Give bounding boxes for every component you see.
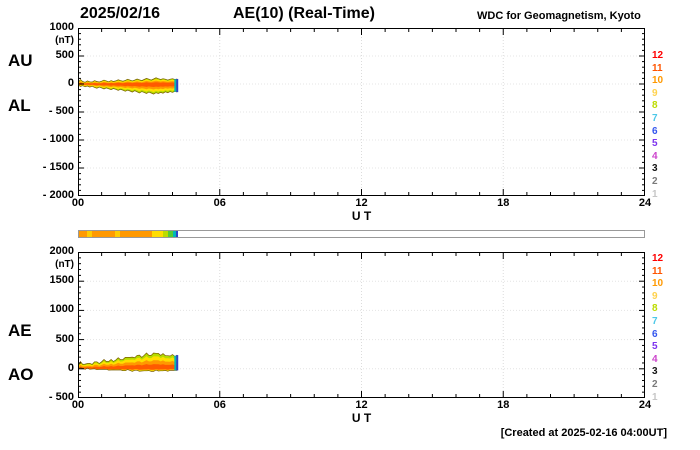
station-bar-segment [87,231,92,237]
station-bar-segment [151,231,163,237]
data-source: WDC for Geomagnetism, Kyoto [477,10,641,22]
station-bar-segment [120,231,152,237]
x-tick-label: 18 [497,197,510,209]
legend-station-count: 5 [652,341,658,353]
legend-station-count: 10 [652,278,664,290]
ae-label: AE [8,321,32,340]
au-al-chart [78,28,645,196]
legend-station-count: 7 [652,113,658,124]
ao-label: AO [8,365,34,384]
y-tick-label: - 500 [48,105,74,117]
y-tick-label: 500 [55,332,74,345]
legend-station-count: 12 [652,50,664,61]
legend-station-count: 11 [652,62,663,74]
legend-station-count: 5 [652,138,658,150]
y-axis-unit: (nT) [55,259,74,270]
legend-station-count: 9 [652,87,658,99]
y-tick-label: - 1000 [42,133,74,145]
legend-station-count: 1 [652,188,658,200]
created-timestamp: [Created at 2025-02-16 04:00UT] [500,427,667,439]
au-label: AU [8,51,33,70]
x-axis-title: U T [351,411,372,425]
x-tick-label: 12 [355,399,368,411]
x-axis-title: U T [351,209,372,223]
legend-station-count: 10 [652,75,664,87]
legend-station-count: 12 [652,253,664,264]
y-tick-label: 1000 [49,21,74,33]
legend-station-count: 6 [652,125,658,137]
al-label: AL [8,96,31,115]
legend-station-count: 3 [652,163,658,175]
y-tick-label: 1500 [49,274,74,287]
legend-station-count: 6 [652,328,658,340]
station-bar-segment [168,231,174,237]
station-bar-segment [91,231,116,237]
station-availability-bar [78,230,645,238]
station-bar-segment [79,231,88,237]
x-tick-label: 24 [638,197,652,209]
y-tick-label: - 2000 [42,189,74,201]
ae-ao-chart [78,252,645,398]
station-bar-segment [162,231,169,237]
legend-station-count: 2 [652,176,658,187]
x-tick-label: 24 [638,399,652,411]
station-bar-segment [175,231,179,237]
legend-station-count: 1 [652,391,658,403]
y-tick-label: - 500 [48,391,74,403]
legend-station-count: 8 [652,100,658,112]
x-tick-label: 12 [355,197,368,209]
y-tick-label: - 1500 [42,161,74,173]
legend-station-count: 3 [652,366,658,378]
plot-date: 2025/02/16 [80,5,161,22]
legend-station-count: 7 [652,316,658,327]
legend-station-count: 9 [652,290,658,302]
legend-station-count: 8 [652,303,658,315]
y-tick-label: 0 [67,77,74,89]
y-tick-label: 1000 [49,303,74,316]
legend-station-count: 11 [652,265,663,277]
legend-station-count: 4 [652,150,658,162]
y-tick-label: 500 [55,49,74,61]
x-tick-label: 00 [71,399,85,411]
x-tick-label: 00 [71,197,85,209]
station-bar-segment [173,231,176,237]
y-tick-label: 2000 [49,245,74,257]
legend-station-count: 4 [652,353,658,365]
plot-title: AE(10) (Real-Time) [233,5,375,22]
y-axis-unit: (nT) [55,35,74,46]
x-tick-label: 18 [497,399,510,411]
station-bar-segment [115,231,121,237]
x-tick-label: 06 [213,197,226,209]
y-tick-label: 0 [67,361,74,374]
legend-station-count: 2 [652,379,658,390]
x-tick-label: 06 [213,399,226,411]
